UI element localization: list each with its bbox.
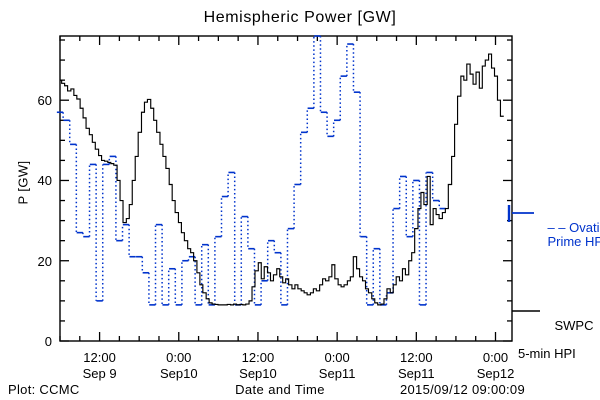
plot-timestamp: 2015/09/12 09:00:09 <box>400 382 525 397</box>
y-tick-label: 60 <box>37 93 52 109</box>
legend-ovation-line1: – – Ovation <box>547 220 600 235</box>
legend-swpc-hpi: SWPC 5-min HPI <box>518 305 594 389</box>
x-tick-label: 0:00 Sep12 <box>476 350 515 381</box>
plot-frame <box>59 35 513 342</box>
series-swpc-5min-hpi <box>60 53 504 306</box>
legend-swpc-line2: 5-min HPI <box>518 346 576 361</box>
y-tick-label: 20 <box>37 253 52 269</box>
y-tick-label: 40 <box>37 173 52 189</box>
x-tick-label: 12:00 Sep10 <box>239 350 277 381</box>
x-tick-label: 12:00 Sep11 <box>397 350 435 381</box>
y-tick-label: 0 <box>44 334 52 349</box>
x-tick-label: 0:00 Sep10 <box>159 350 198 381</box>
chart-title: Hemispheric Power [GW] <box>203 9 397 26</box>
x-tick-label: 12:00 Sep 9 <box>82 350 117 381</box>
series-ovation-prime-hpi <box>56 35 446 306</box>
x-tick-label: 0:00 Sep11 <box>318 350 356 381</box>
x-axis-title: Date and Time <box>235 382 325 397</box>
axis-ticks <box>59 36 512 342</box>
legend-marks <box>507 205 540 312</box>
legend-swpc-line1: SWPC <box>554 318 594 333</box>
legend-ovation-line2: Prime HPI <box>547 234 600 249</box>
plot-credit: Plot: CCMC <box>8 382 80 397</box>
legend-ovation-prime: – – Ovation Prime HPI <box>533 207 600 263</box>
